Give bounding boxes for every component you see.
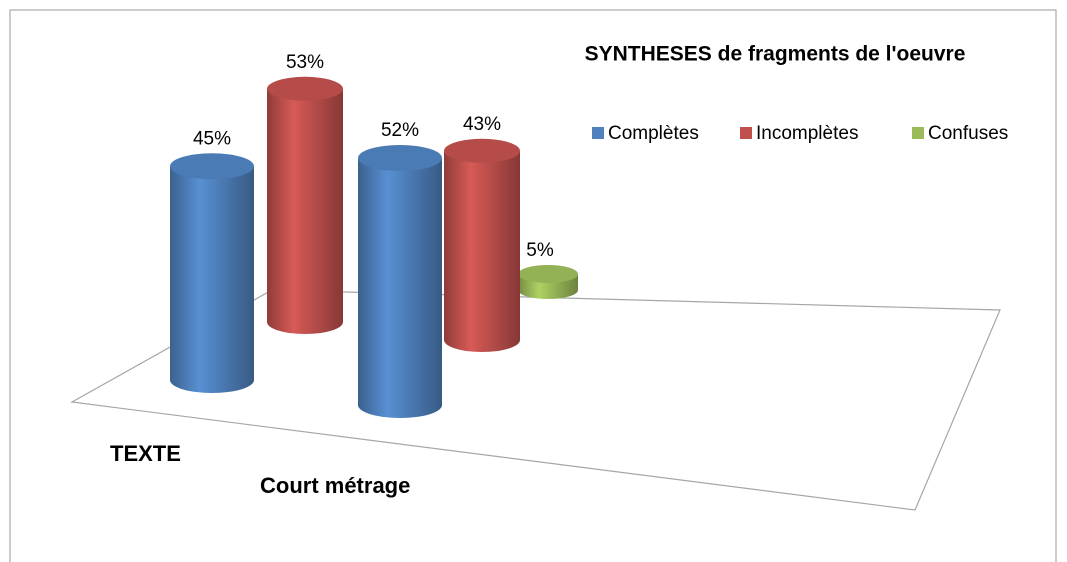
cylinder-top (170, 153, 254, 180)
cylinder-body (267, 88, 343, 334)
data-label: 53% (286, 52, 324, 73)
cylinder (358, 145, 442, 418)
legend-label: Confuses (928, 123, 1008, 144)
chart-title: SYNTHESES de fragments de l'oeuvre (585, 43, 966, 66)
data-label: 5% (526, 240, 554, 261)
cylinder-top (267, 76, 343, 101)
cylinder-body (170, 166, 254, 393)
legend-label: Complètes (608, 123, 699, 144)
data-label: 43% (463, 114, 501, 135)
cylinder-body (358, 158, 442, 418)
cylinder (518, 265, 578, 299)
cylinder-body (444, 150, 520, 352)
legend-swatch (740, 127, 752, 139)
legend: Complètes Incomplètes Confuses (592, 123, 1008, 144)
cylinder-top (518, 265, 578, 283)
cylinder (170, 153, 254, 393)
category-label: TEXTE (110, 441, 181, 466)
legend-swatch (912, 127, 924, 139)
cylinder-top (444, 138, 520, 163)
legend-label: Incomplètes (756, 123, 858, 144)
cylinder (444, 138, 520, 352)
cylinder-top (358, 145, 442, 171)
legend-swatch (592, 127, 604, 139)
bars: 2%5%53%43%45%52% (170, 52, 578, 418)
data-label: 45% (193, 128, 231, 149)
data-label: 52% (381, 120, 419, 141)
cylinder (267, 76, 343, 334)
chart-frame (9, 9, 1057, 562)
category-label: Court métrage (260, 473, 410, 498)
